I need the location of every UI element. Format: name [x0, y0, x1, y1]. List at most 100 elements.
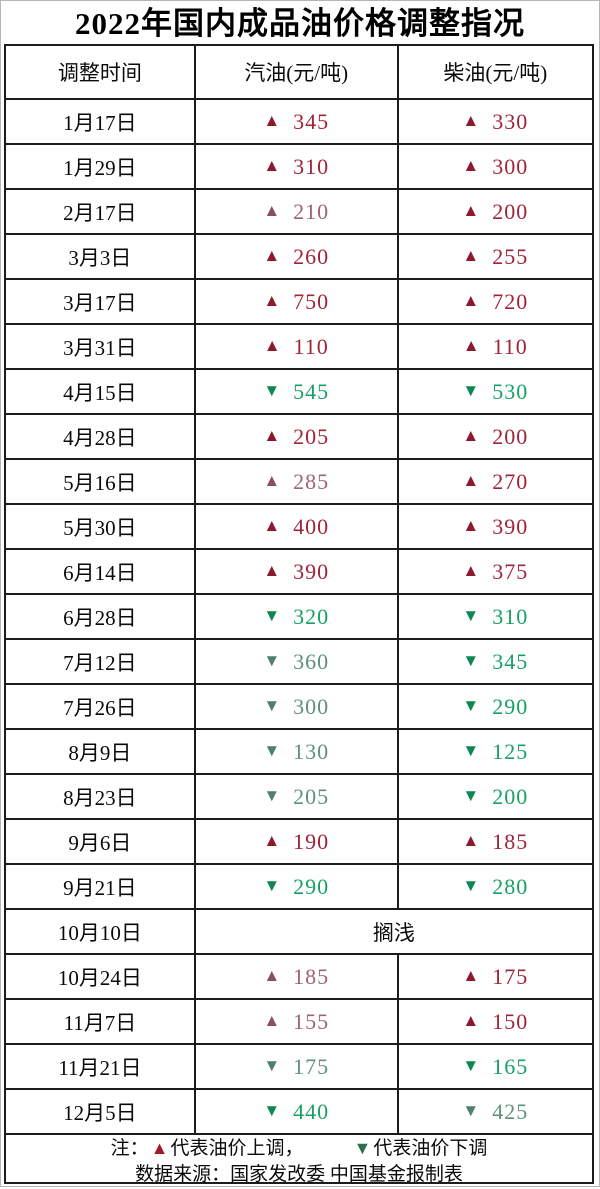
legend-note-prefix: 注： [110, 1138, 149, 1159]
price-change-value: 205 [293, 783, 330, 809]
price-change-value: 330 [492, 108, 529, 134]
table-row: 10月24日 ▲ 185 ▲ 175 [6, 955, 592, 1000]
up-triangle-icon: ▲ [263, 471, 281, 490]
gasoline-cell: ▲ 390 [196, 550, 399, 593]
gasoline-cell: ▼ 545 [196, 370, 399, 413]
table-row: 3月31日 ▲ 110 ▲ 110 [6, 325, 592, 370]
date-cell: 2月17日 [6, 190, 196, 233]
price-change-value: 425 [492, 1098, 529, 1124]
down-triangle-icon: ▼ [263, 696, 281, 715]
gasoline-cell: ▲ 190 [196, 820, 399, 863]
table-row: 7月12日 ▼ 360 ▼ 345 [6, 640, 592, 685]
price-change-value: 200 [492, 198, 529, 224]
up-triangle-icon: ▲ [263, 561, 281, 580]
diesel-cell: ▼ 200 [399, 775, 592, 818]
date-cell: 1月29日 [6, 145, 196, 188]
up-triangle-icon: ▲ [462, 471, 480, 490]
price-change-value: 190 [293, 828, 330, 854]
date-cell: 8月9日 [6, 730, 196, 773]
down-triangle-icon: ▼ [263, 651, 281, 670]
table-row: 2月17日 ▲ 210 ▲ 200 [6, 190, 592, 235]
table-row: 11月21日 ▼ 175 ▼ 165 [6, 1045, 592, 1090]
up-triangle-icon: ▲ [462, 561, 480, 580]
gasoline-cell: ▲ 205 [196, 415, 399, 458]
diesel-cell: ▲ 720 [399, 280, 592, 323]
up-triangle-icon: ▲ [462, 201, 480, 220]
gasoline-cell: ▲ 110 [196, 325, 399, 368]
down-triangle-icon: ▼ [462, 381, 480, 400]
down-triangle-icon: ▼ [263, 606, 281, 625]
table-row: 3月3日 ▲ 260 ▲ 255 [6, 235, 592, 280]
price-change-value: 375 [492, 558, 529, 584]
diesel-cell: ▼ 125 [399, 730, 592, 773]
price-change-value: 290 [293, 873, 330, 899]
gasoline-cell: ▲ 260 [196, 235, 399, 278]
legend-down-text: 代表油价下调 [373, 1138, 488, 1159]
price-change-value: 400 [293, 513, 330, 539]
price-change-value: 360 [293, 648, 330, 674]
diesel-cell: ▼ 280 [399, 865, 592, 908]
price-change-value: 175 [492, 963, 529, 989]
price-change-value: 390 [492, 513, 529, 539]
date-cell: 10月24日 [6, 955, 196, 998]
diesel-cell: ▲ 330 [399, 100, 592, 143]
down-triangle-icon: ▼ [263, 741, 281, 760]
table-row: 8月23日 ▼ 205 ▼ 200 [6, 775, 592, 820]
price-change-value: 300 [293, 693, 330, 719]
gasoline-cell: ▲ 185 [196, 955, 399, 998]
diesel-cell: ▲ 300 [399, 145, 592, 188]
date-cell: 6月28日 [6, 595, 196, 638]
gasoline-cell: ▼ 290 [196, 865, 399, 908]
up-triangle-icon: ▲ [462, 291, 480, 310]
diesel-cell: ▼ 310 [399, 595, 592, 638]
price-change-value: 440 [293, 1098, 330, 1124]
col-header-date: 调整时间 [6, 46, 196, 98]
table-row: 7月26日 ▼ 300 ▼ 290 [6, 685, 592, 730]
down-triangle-icon: ▼ [263, 786, 281, 805]
up-triangle-icon: ▲ [263, 966, 281, 985]
price-change-value: 205 [293, 423, 330, 449]
table-row: 12月5日 ▼ 440 ▼ 425 [6, 1090, 592, 1135]
down-triangle-icon: ▼ [263, 876, 281, 895]
diesel-cell: ▲ 110 [399, 325, 592, 368]
down-triangle-icon: ▼ [462, 651, 480, 670]
diesel-cell: ▲ 255 [399, 235, 592, 278]
table-row: 8月9日 ▼ 130 ▼ 125 [6, 730, 592, 775]
up-triangle-icon: ▲ [263, 111, 281, 130]
down-triangle-icon: ▼ [353, 1138, 372, 1158]
table-row: 1月17日 ▲ 345 ▲ 330 [6, 100, 592, 145]
price-change-value: 300 [492, 153, 529, 179]
col-header-gasoline: 汽油(元/吨) [196, 46, 399, 98]
up-triangle-icon: ▲ [462, 246, 480, 265]
price-change-value: 290 [492, 693, 529, 719]
price-change-value: 345 [293, 108, 330, 134]
price-change-value: 165 [492, 1053, 529, 1079]
col-header-diesel: 柴油(元/吨) [443, 61, 548, 85]
table-row: 1月29日 ▲ 310 ▲ 300 [6, 145, 592, 190]
diesel-cell: ▼ 165 [399, 1045, 592, 1088]
up-triangle-icon: ▲ [263, 1011, 281, 1030]
date-cell: 9月6日 [6, 820, 196, 863]
price-change-value: 255 [492, 243, 529, 269]
date-cell: 12月5日 [6, 1090, 196, 1133]
down-triangle-icon: ▼ [462, 1101, 480, 1120]
down-triangle-icon: ▼ [462, 606, 480, 625]
legend-up-text: 代表油价上调， [170, 1138, 304, 1159]
up-triangle-icon: ▲ [462, 426, 480, 445]
price-change-value: 280 [492, 873, 529, 899]
table-row: 10月10日 搁浅 [6, 910, 592, 955]
table-row: 3月17日 ▲ 750 ▲ 720 [6, 280, 592, 325]
date-cell: 5月16日 [6, 460, 196, 503]
gasoline-cell: ▼ 130 [196, 730, 399, 773]
source-line: 数据来源：国家发改委 中国基金报制表 [135, 1164, 463, 1185]
up-triangle-icon: ▲ [263, 156, 281, 175]
price-change-value: 125 [492, 738, 529, 764]
up-triangle-icon: ▲ [263, 336, 281, 355]
price-change-value: 110 [492, 333, 528, 359]
table-row: 11月7日 ▲ 155 ▲ 150 [6, 1000, 592, 1045]
header-row: 调整时间 汽油(元/吨) 柴油(元/吨) [6, 46, 592, 100]
up-triangle-icon: ▲ [462, 966, 480, 985]
date-cell: 4月28日 [6, 415, 196, 458]
down-triangle-icon: ▼ [462, 1056, 480, 1075]
